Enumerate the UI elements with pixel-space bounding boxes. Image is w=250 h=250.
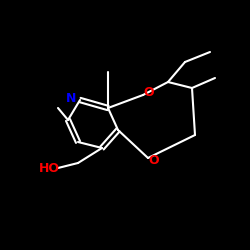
Text: N: N — [66, 92, 76, 106]
Text: O: O — [149, 154, 159, 168]
Text: O: O — [144, 86, 154, 98]
Text: HO: HO — [38, 162, 60, 175]
